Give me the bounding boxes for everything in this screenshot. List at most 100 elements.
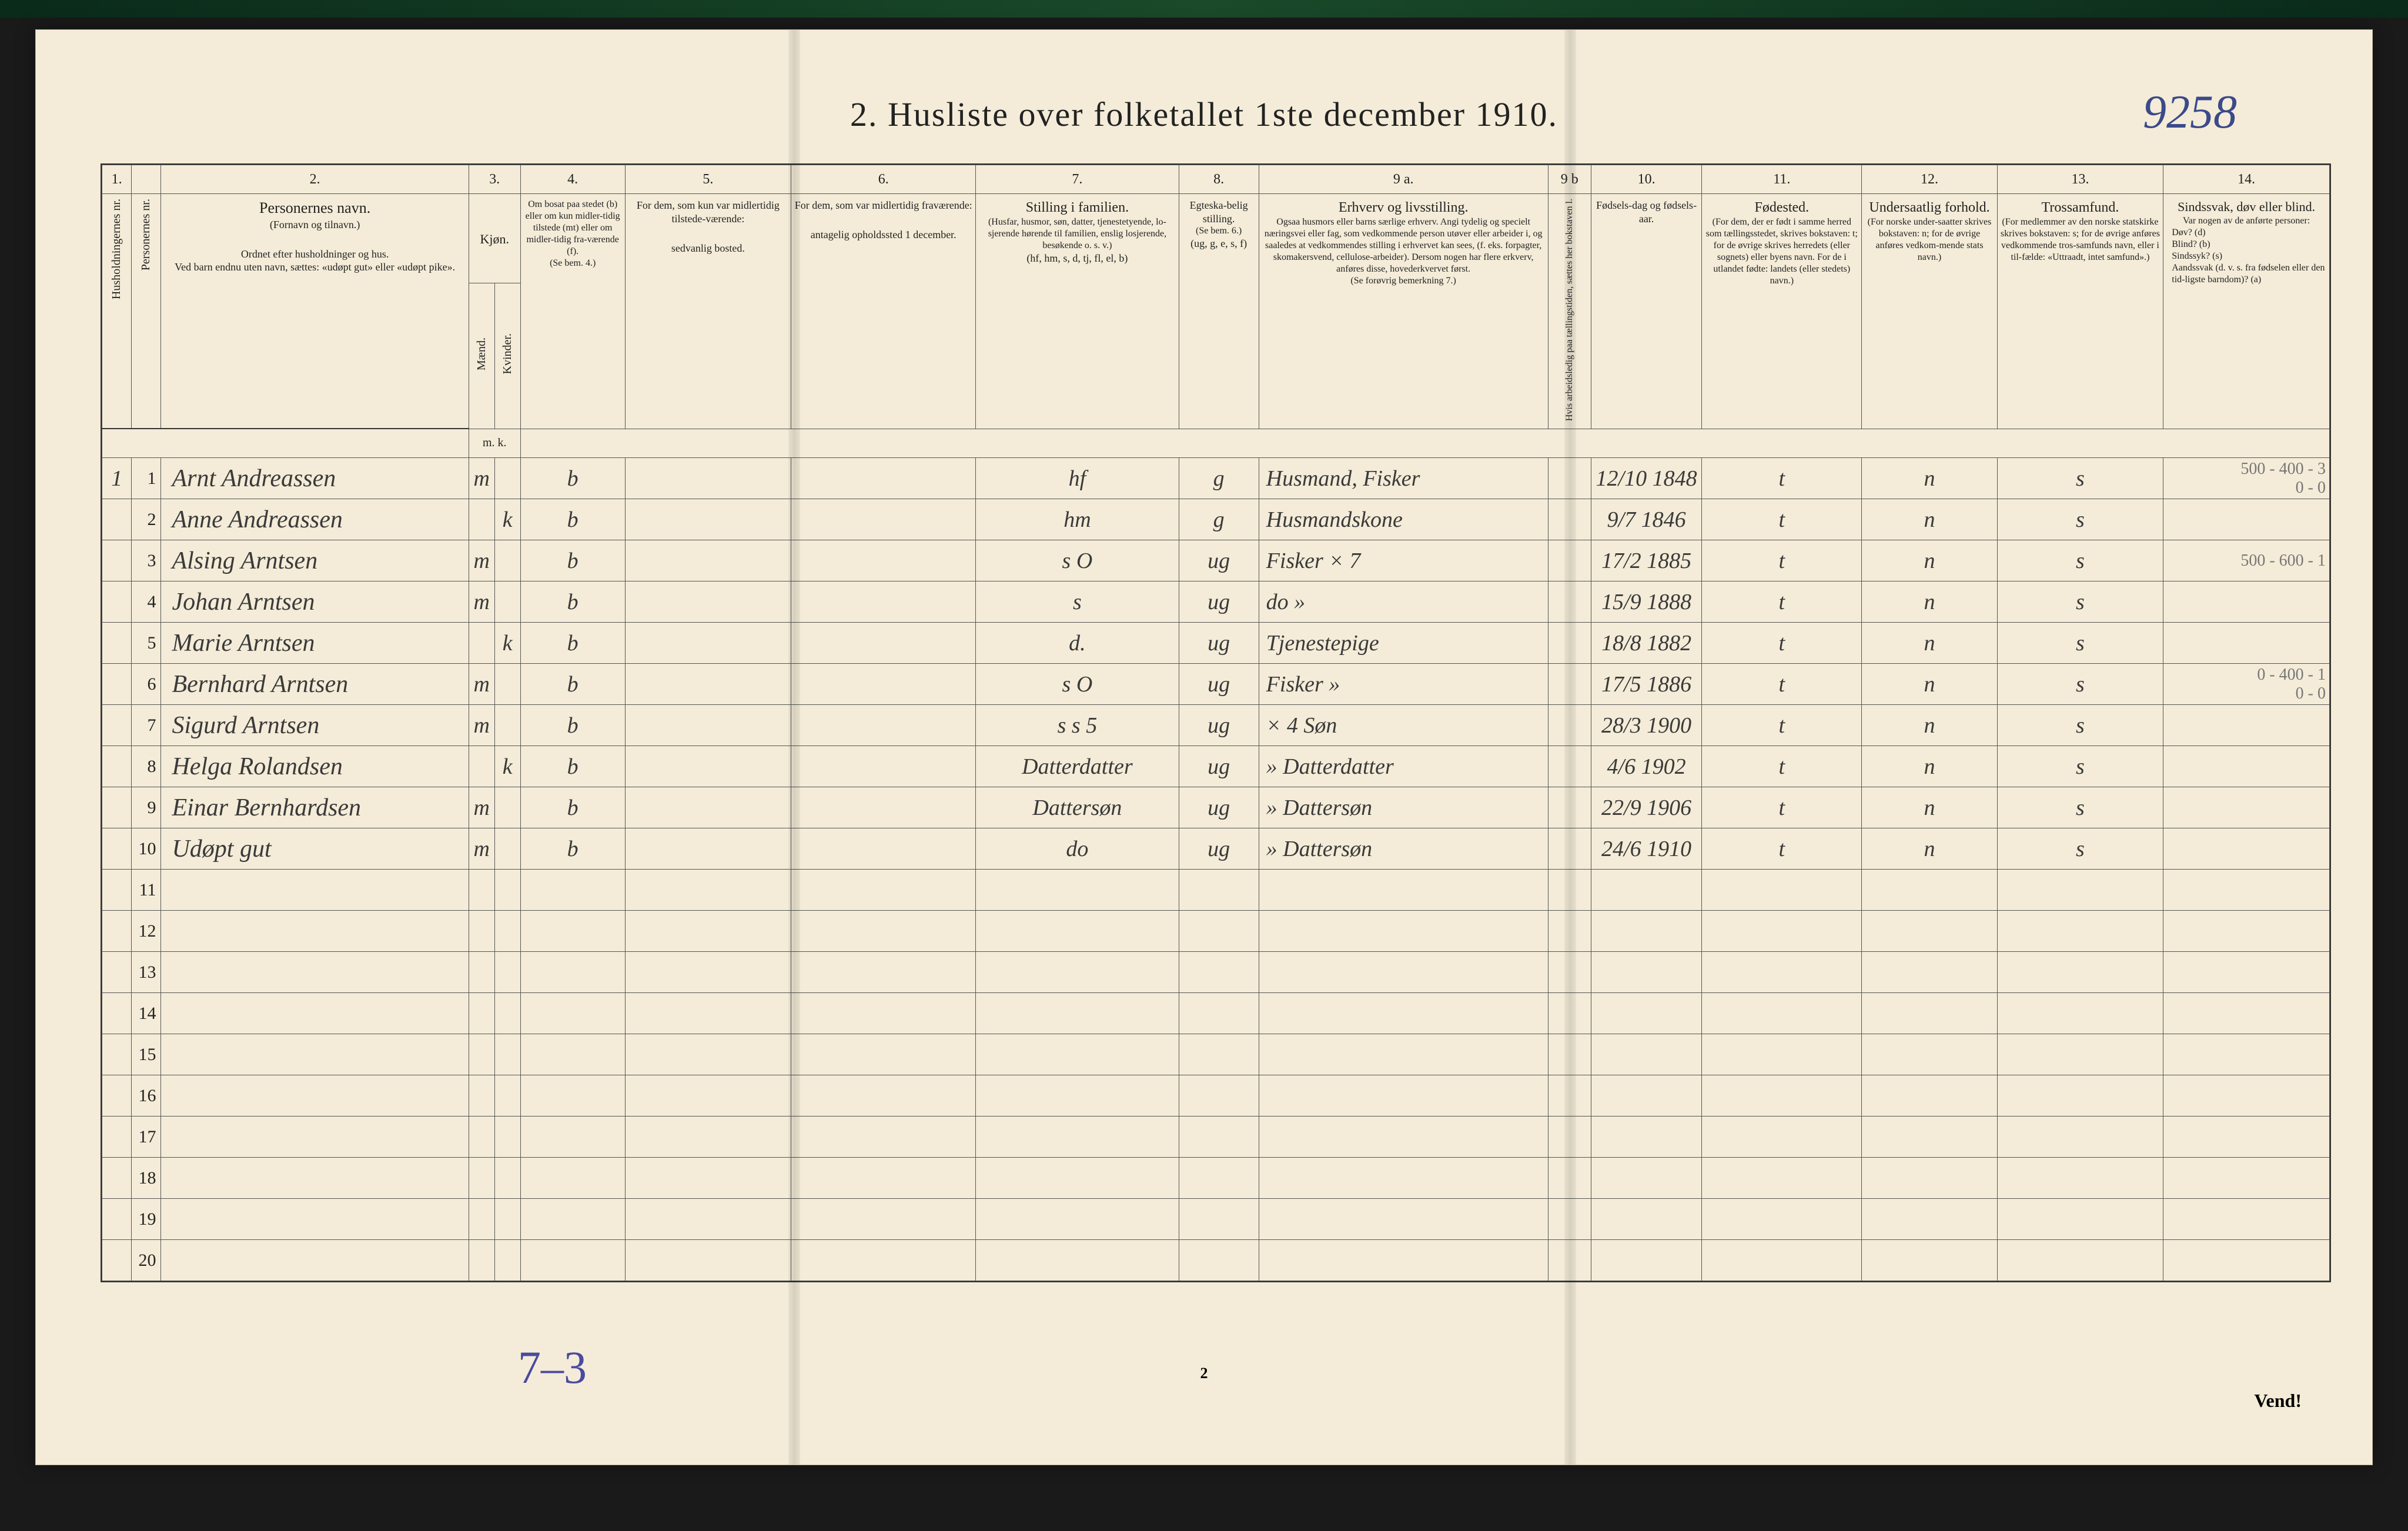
cell-male: m [469, 540, 494, 581]
cell-residence: b [520, 499, 625, 540]
cell-religion: s [1997, 540, 2163, 581]
blank [102, 429, 469, 458]
cell-temp-present [625, 581, 791, 623]
cell-household-nr [102, 1075, 132, 1117]
cell-person-nr: 5 [132, 623, 161, 664]
cell-male [469, 746, 494, 787]
cell-marital: ug [1179, 540, 1259, 581]
cell-family-position: hf [976, 458, 1179, 499]
cell [976, 1158, 1179, 1199]
cell-person-nr: 18 [132, 1158, 161, 1199]
cell [494, 1034, 520, 1075]
cell [494, 993, 520, 1034]
page-fold-left [788, 30, 800, 1465]
cell-female [494, 581, 520, 623]
colnum: 12. [1862, 165, 1997, 194]
cell [161, 1199, 469, 1240]
cell-household-nr [102, 540, 132, 581]
cell [1259, 1240, 1548, 1281]
cell [1259, 870, 1548, 911]
cell-dob: 18/8 1882 [1591, 623, 1701, 664]
header-name: Personernes navn. (Fornavn og tilnavn.) … [161, 194, 469, 429]
cell-name: Johan Arntsen [161, 581, 469, 623]
cell-household-nr [102, 1034, 132, 1075]
cell-person-nr: 13 [132, 952, 161, 993]
cell-household-nr [102, 746, 132, 787]
cell [1862, 1034, 1997, 1075]
cell-household-nr [102, 993, 132, 1034]
cell [1702, 1199, 1862, 1240]
header-male: Mænd. [469, 283, 494, 429]
cell-person-nr: 2 [132, 499, 161, 540]
cell-birthplace: t [1702, 787, 1862, 828]
cell-residence: b [520, 664, 625, 705]
cell-family-position: s s 5 [976, 705, 1179, 746]
cell [161, 1158, 469, 1199]
cell-citizenship: n [1862, 828, 1997, 870]
cell [1179, 870, 1259, 911]
mk-label: m. k. [469, 429, 520, 458]
header-sex: Kjøn. [469, 194, 520, 283]
cell [1702, 1034, 1862, 1075]
cell-residence: b [520, 787, 625, 828]
cell [976, 1240, 1179, 1281]
table-row: 9 Einar Bernhardsen m b Dattersøn ug » D… [102, 787, 2330, 828]
cell [1862, 1158, 1997, 1199]
cell-occupation: × 4 Søn [1259, 705, 1548, 746]
cell-occupation: » Datterdatter [1259, 746, 1548, 787]
cell [1259, 993, 1548, 1034]
cell [2163, 952, 2330, 993]
cell [494, 870, 520, 911]
cell-religion: s [1997, 746, 2163, 787]
cell-household-nr [102, 828, 132, 870]
cell [1862, 1240, 1997, 1281]
cell [1997, 1034, 2163, 1075]
cell-marital: ug [1179, 828, 1259, 870]
cell [469, 1158, 494, 1199]
table-row-empty: 17 [102, 1117, 2330, 1158]
cell-temp-present [625, 705, 791, 746]
top-color-bar [0, 0, 2408, 18]
cell-female [494, 828, 520, 870]
cell-household-nr [102, 1240, 132, 1281]
cell-birthplace: t [1702, 828, 1862, 870]
cell-name: Arnt Andreassen [161, 458, 469, 499]
cell [1997, 1199, 2163, 1240]
cell-household-nr [102, 1199, 132, 1240]
cell-female [494, 540, 520, 581]
cell-temp-present [625, 458, 791, 499]
cell-religion: s [1997, 787, 2163, 828]
cell-marital: g [1179, 499, 1259, 540]
table-row-empty: 15 [102, 1034, 2330, 1075]
cell-residence: b [520, 828, 625, 870]
cell [161, 911, 469, 952]
cell-household-nr [102, 705, 132, 746]
cell [791, 1199, 976, 1240]
cell [2163, 1240, 2330, 1281]
cell [791, 911, 976, 952]
cell-religion: s [1997, 828, 2163, 870]
cell [1862, 1075, 1997, 1117]
cell-name: Anne Andreassen [161, 499, 469, 540]
cell [1591, 1199, 1701, 1240]
column-number-row: 1. 2. 3. 4. 5. 6. 7. 8. 9 a. 9 b 10. 11.… [102, 165, 2330, 194]
cell [2163, 911, 2330, 952]
header-female: Kvinder. [494, 283, 520, 429]
cell-birthplace: t [1702, 623, 1862, 664]
cell [520, 911, 625, 952]
cell [2163, 870, 2330, 911]
table-row: 8 Helga Rolandsen k b Datterdatter ug » … [102, 746, 2330, 787]
colnum: 1. [102, 165, 132, 194]
cell-household-nr [102, 787, 132, 828]
document-page: 9258 2. Husliste over folketallet 1ste d… [35, 29, 2373, 1465]
cell-margin-note [2163, 623, 2330, 664]
cell [976, 1075, 1179, 1117]
cell-person-nr: 12 [132, 911, 161, 952]
cell [1997, 1117, 2163, 1158]
cell [1702, 1240, 1862, 1281]
cell [791, 1034, 976, 1075]
cell [1179, 952, 1259, 993]
table-row-empty: 12 [102, 911, 2330, 952]
cell-birthplace: t [1702, 581, 1862, 623]
cell [520, 870, 625, 911]
